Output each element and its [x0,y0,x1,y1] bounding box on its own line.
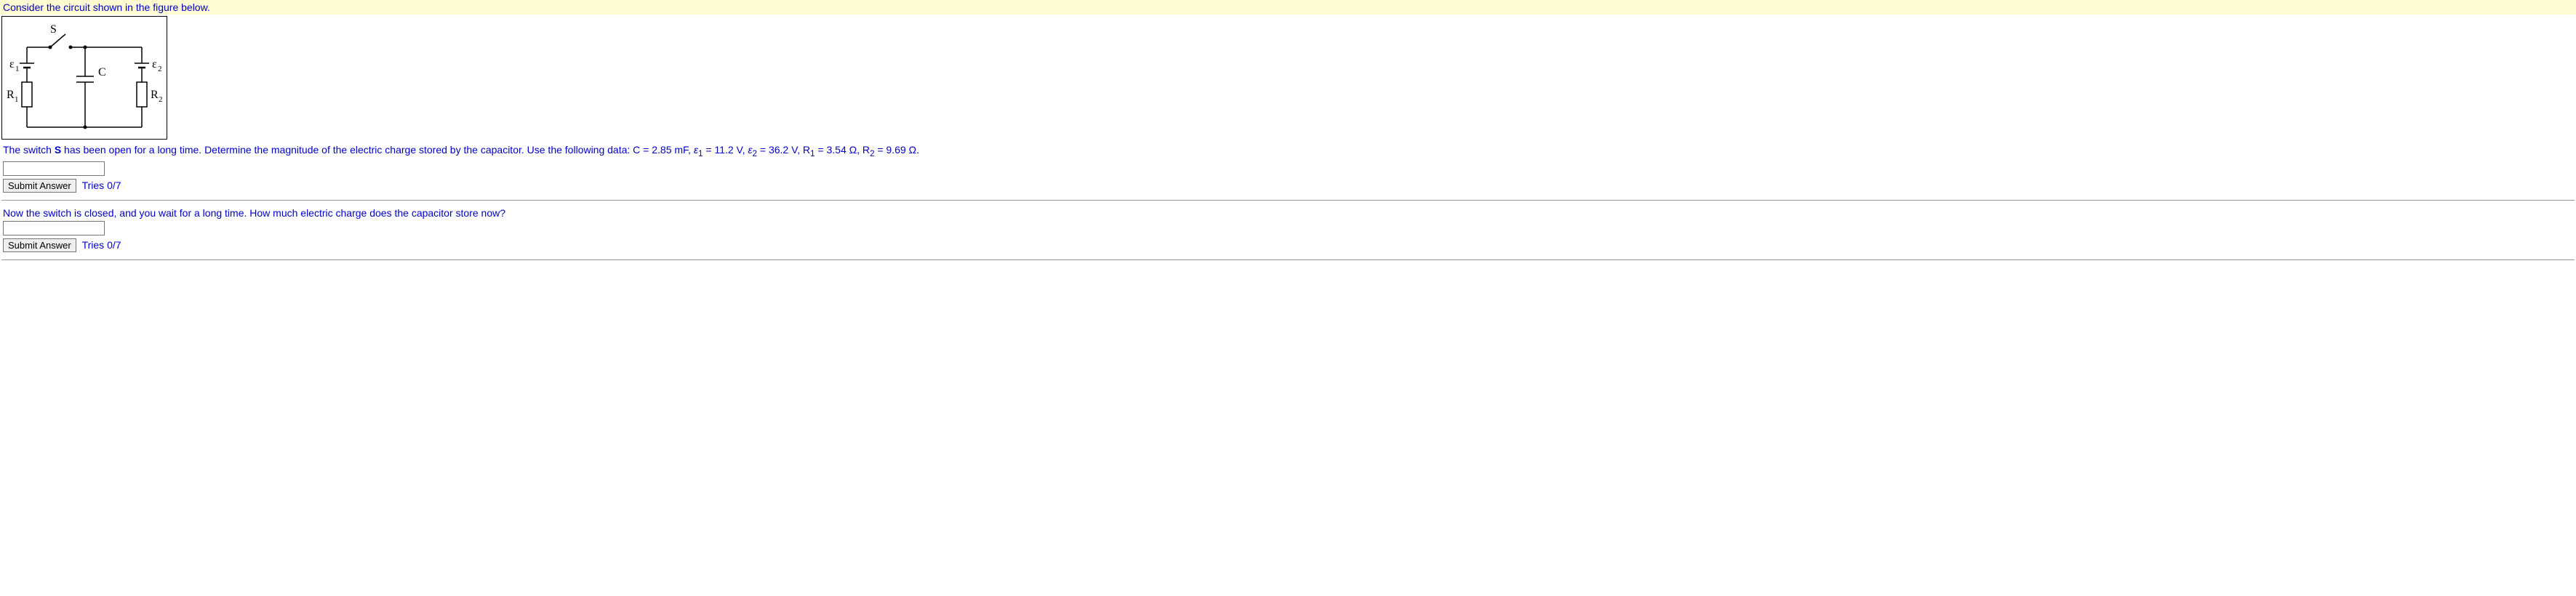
problem-header: Consider the circuit shown in the figure… [0,0,2576,15]
circuit-svg: S ε 1 ε 2 C R 1 R 2 [5,20,164,136]
q1-mid: has been open for a long time. Determine… [61,144,694,156]
q2-tries: Tries 0/7 [82,239,121,251]
question-1-text: The switch S has been open for a long ti… [0,143,2576,160]
q1-submit-button[interactable]: Submit Answer [3,179,76,193]
label-r2: R [151,89,159,101]
q1-pre: The switch [3,144,55,156]
label-emf1: ε [9,58,15,71]
label-cap: C [98,66,106,78]
label-r2-sub: 2 [159,95,163,104]
q2-answer-row [0,220,2576,237]
label-r1-sub: 1 [15,95,19,104]
header-text: Consider the circuit shown in the figure… [3,1,210,13]
label-switch: S [50,23,57,36]
question-2-text: Now the switch is closed, and you wait f… [0,206,2576,220]
q2-answer-input[interactable] [3,221,105,235]
circuit-figure: S ε 1 ε 2 C R 1 R 2 [1,16,167,140]
label-emf2-sub: 2 [158,65,162,73]
q1-bold: S [55,144,61,156]
q1-submit-row: Submit Answer Tries 0/7 [0,177,2576,194]
q1-tries: Tries 0/7 [82,180,121,191]
q2-text: Now the switch is closed, and you wait f… [3,207,505,219]
separator-1 [1,200,2575,201]
label-emf2: ε [152,58,157,71]
q1-eq3: = 3.54 Ω, R [815,144,870,156]
q1-eq2: = 36.2 V, R [757,144,810,156]
label-emf1-sub: 1 [15,65,20,73]
q2-submit-button[interactable]: Submit Answer [3,238,76,252]
q1-answer-row [0,160,2576,177]
q1-eq1: = 11.2 V, [703,144,748,156]
label-r1: R [7,89,15,101]
q1-eq4: = 9.69 Ω. [874,144,919,156]
q1-answer-input[interactable] [3,161,105,176]
q2-submit-row: Submit Answer Tries 0/7 [0,237,2576,254]
separator-2 [1,259,2575,260]
